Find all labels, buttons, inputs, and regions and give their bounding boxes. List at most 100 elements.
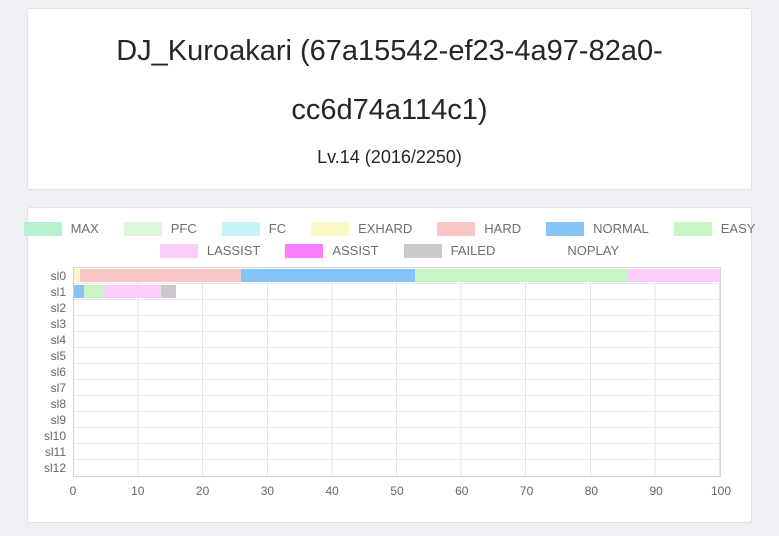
y-axis-label-sl8: sl8 — [50, 397, 66, 411]
legend-item-hard[interactable]: HARD — [437, 221, 521, 236]
x-axis-tick-90: 90 — [649, 484, 663, 498]
chart-row-sl0 — [74, 268, 720, 284]
legend-item-lassist[interactable]: LASSIST — [159, 243, 261, 258]
legend-label: HARD — [484, 221, 522, 236]
chart-row-sl12 — [74, 460, 720, 476]
chart-row-sl4 — [74, 332, 720, 348]
bar-track-sl10 — [74, 428, 720, 443]
y-axis-label-sl3: sl3 — [50, 317, 66, 331]
legend-item-max[interactable]: MAX — [23, 221, 99, 236]
legend-swatch-pfc — [123, 221, 162, 236]
chart-row-sl3 — [74, 316, 720, 332]
x-axis-tick-100: 100 — [710, 484, 732, 498]
bar-track-sl6 — [74, 364, 720, 379]
legend-swatch-assist — [285, 243, 324, 258]
x-axis-tick-20: 20 — [195, 484, 210, 498]
legend-label: LASSIST — [206, 243, 261, 258]
legend-swatch-hard — [437, 221, 476, 236]
bar-track-sl9 — [74, 412, 720, 427]
x-axis-tick-40: 40 — [325, 484, 339, 498]
profile-card: DJ_Kuroakari (67a15542-ef23-4a97-82a0-cc… — [27, 8, 752, 190]
x-axis-tick-70: 70 — [519, 484, 534, 498]
legend-swatch-lassist — [159, 243, 198, 258]
y-axis-label-sl5: sl5 — [50, 349, 66, 363]
legend-swatch-max — [23, 221, 62, 236]
x-axis-tick-30: 30 — [260, 484, 275, 498]
y-axis-label-sl11: sl11 — [44, 445, 66, 459]
legend-row: MAX PFC FC EXHARD HARD NORMAL EASY — [23, 221, 755, 236]
bar-segment-sl1-lassist[interactable] — [104, 285, 162, 298]
bar-segment-sl0-easy[interactable] — [415, 269, 628, 282]
legend-label: PFC — [170, 221, 197, 236]
bar-track-sl7 — [74, 380, 720, 395]
chart-row-sl7 — [74, 380, 720, 396]
legend-label: FC — [268, 221, 287, 236]
chart-card: MAX PFC FC EXHARD HARD NORMAL EASY LASSIST ASSIS… — [23, 207, 755, 523]
bar-track-sl1 — [74, 284, 720, 299]
bar-track-sl4 — [74, 332, 720, 347]
legend-item-noplay[interactable]: NOPLAY — [520, 243, 619, 258]
legend-swatch-failed — [403, 243, 442, 258]
legend-item-fc[interactable]: FC — [221, 221, 287, 236]
legend-item-easy[interactable]: EASY — [673, 221, 756, 236]
legend-swatch-normal — [546, 221, 585, 236]
legend-item-pfc[interactable]: PFC — [123, 221, 197, 236]
bar-segment-sl1-normal[interactable] — [74, 285, 84, 298]
bar-track-sl11 — [74, 444, 720, 459]
legend-label: EXHARD — [358, 221, 413, 236]
chart-row-sl6 — [74, 364, 720, 380]
bar-segment-sl0-exhard[interactable] — [74, 269, 81, 282]
y-axis-label-sl10: sl10 — [43, 429, 66, 443]
bar-track-sl0 — [74, 268, 720, 283]
bar-track-sl12 — [74, 460, 720, 476]
legend-swatch-fc — [221, 221, 260, 236]
bar-segment-sl1-easy[interactable] — [83, 285, 105, 298]
page-title: DJ_Kuroakari (67a15542-ef23-4a97-82a0-cc… — [116, 35, 663, 127]
chart-row-sl8 — [74, 396, 720, 412]
chart-row-sl11 — [74, 444, 720, 460]
y-axis-label-sl9: sl9 — [50, 413, 66, 427]
bar-segment-sl1-failed[interactable] — [161, 285, 177, 298]
y-axis-label-sl7: sl7 — [50, 381, 66, 395]
chart-row-sl10 — [74, 428, 720, 444]
x-axis-tick-80: 80 — [584, 484, 599, 498]
x-axis: 0 10 20 30 40 50 60 70 80 90 100 — [69, 477, 731, 499]
bar-track-sl2 — [74, 300, 720, 315]
legend-label: FAILED — [450, 243, 496, 258]
chart-legend: MAX PFC FC EXHARD HARD NORMAL EASY LASSIST ASSIS… — [23, 221, 755, 258]
legend-item-assist[interactable]: ASSIST — [285, 243, 379, 258]
legend-swatch-noplay — [520, 244, 558, 258]
bar-track-sl8 — [74, 396, 720, 411]
bar-track-sl5 — [74, 348, 720, 363]
y-axis: sl0 sl1 sl2 sl3 sl4 sl5 sl6 sl7 sl8 sl9 sl10 sl11 sl… — [38, 267, 73, 477]
bar-segment-sl0-hard[interactable] — [80, 269, 241, 282]
player-level: Lv.14 (2016/2250) — [317, 146, 462, 167]
legend-label: NORMAL — [593, 221, 649, 236]
plot-area — [73, 267, 721, 477]
x-axis-tick-50: 50 — [390, 484, 404, 498]
y-axis-label-sl0: sl0 — [50, 269, 66, 283]
legend-item-exhard[interactable]: EXHARD — [311, 221, 412, 236]
chart-row-sl1 — [74, 284, 720, 300]
legend-label: ASSIST — [332, 243, 379, 258]
legend-swatch-exhard — [311, 221, 350, 236]
legend-swatch-easy — [673, 221, 712, 236]
y-axis-label-sl12: sl12 — [43, 461, 66, 475]
x-axis-tick-0: 0 — [69, 484, 77, 498]
legend-item-normal[interactable]: NORMAL — [546, 221, 649, 236]
lamp-distribution-chart: sl0 sl1 sl2 sl3 sl4 sl5 sl6 sl7 sl8 sl9 sl10 sl11 sl… — [38, 267, 731, 499]
chart-row-sl5 — [74, 348, 720, 364]
chart-row-sl9 — [74, 412, 720, 428]
legend-label: MAX — [70, 221, 99, 236]
y-axis-label-sl1: sl1 — [50, 285, 66, 299]
legend-label: NOPLAY — [567, 243, 620, 258]
bar-track-sl3 — [74, 316, 720, 331]
y-axis-label-sl6: sl6 — [50, 365, 66, 379]
bar-segment-sl0-normal[interactable] — [240, 269, 416, 282]
chart-row-sl2 — [74, 300, 720, 316]
bar-segment-sl0-lassist[interactable] — [627, 269, 720, 282]
legend-item-failed[interactable]: FAILED — [403, 243, 496, 258]
legend-row: LASSIST ASSIST FAILED NOPLAY — [58, 243, 721, 258]
legend-label: EASY — [720, 221, 756, 236]
